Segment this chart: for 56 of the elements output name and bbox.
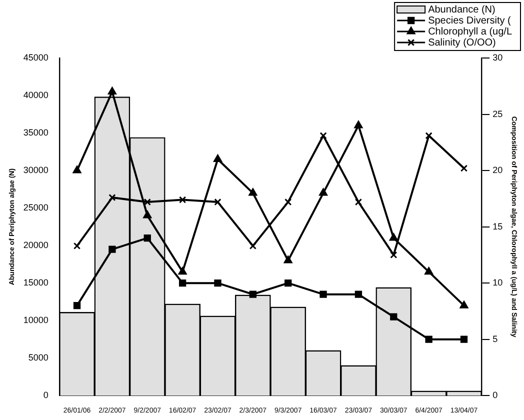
point [354, 290, 362, 298]
point [178, 267, 187, 275]
legend-label: Salinity (O/OO) [428, 37, 496, 48]
point [284, 198, 292, 206]
point [424, 267, 434, 275]
point [320, 290, 327, 298]
point [144, 234, 151, 242]
point [108, 194, 116, 202]
y2-tick-label: 5 [492, 334, 498, 344]
point [390, 251, 398, 259]
y-tick-label: 20000 [23, 240, 48, 250]
point [248, 188, 258, 196]
y2-tick-label: 10 [492, 278, 503, 288]
point [460, 164, 468, 172]
y2-tick-label: 15 [492, 221, 503, 232]
y-tick-label: 5000 [28, 352, 48, 363]
point [354, 120, 363, 128]
point [460, 336, 468, 343]
point [214, 154, 222, 162]
point [178, 279, 186, 287]
point [178, 196, 186, 204]
point [73, 302, 81, 310]
y-tick-label: 10000 [23, 315, 48, 326]
y2-tick-label: 20 [492, 165, 503, 176]
point [284, 279, 292, 287]
legend-label: Abundance (N) [428, 4, 496, 16]
point [319, 188, 328, 196]
y-tick-label: 30000 [23, 165, 48, 176]
legend-label: Chlorophyll a (ug/L [428, 26, 512, 38]
point [249, 290, 256, 298]
y2-tick-label: 0 [492, 390, 498, 400]
point [144, 198, 151, 206]
point [425, 336, 432, 343]
y2-tick-label: 30 [492, 52, 503, 62]
y-tick-label: 25000 [23, 202, 48, 213]
y-tick-label: 15000 [23, 278, 48, 288]
point [108, 87, 116, 95]
legend-label: Species Diversity ( [428, 15, 512, 26]
point [108, 246, 116, 253]
point [214, 279, 222, 287]
y-tick-label: 35000 [23, 128, 48, 138]
y-tick-label: 0 [43, 390, 48, 400]
y-tick-label: 40000 [23, 90, 48, 100]
y2-tick-label: 25 [492, 108, 503, 119]
point [354, 198, 362, 206]
point [284, 256, 292, 264]
point [425, 132, 432, 140]
point [320, 132, 327, 140]
point [460, 300, 468, 308]
point [214, 198, 222, 206]
point [73, 242, 81, 250]
point [143, 210, 152, 218]
y-tick-label: 45000 [23, 52, 48, 62]
point [72, 166, 82, 174]
point [390, 313, 398, 320]
point [389, 233, 398, 241]
